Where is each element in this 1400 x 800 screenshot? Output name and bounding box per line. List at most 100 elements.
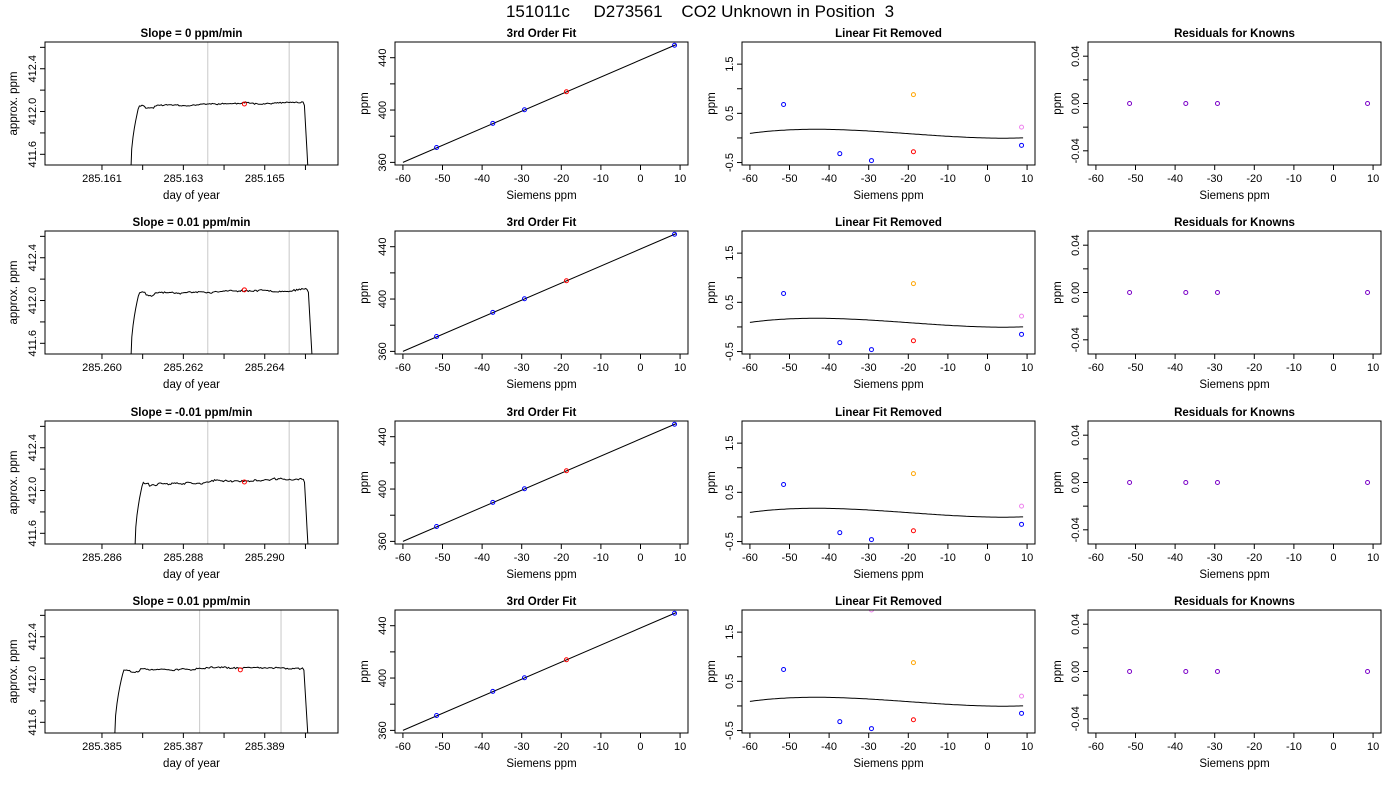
data-point (1365, 101, 1371, 106)
x-tick-label: 285.260 (82, 362, 122, 374)
y-tick-label: 412.4 (27, 55, 39, 83)
x-tick-label: -50 (1128, 362, 1144, 374)
panel-fit-2: 3rd Order Fit -60 -50 -40 -30 -20 -10 0 10 360 400… (359, 217, 689, 391)
y-tick-label: 1.5 (724, 56, 736, 71)
x-tick-label: -40 (474, 741, 490, 753)
x-tick-label: -50 (1128, 552, 1144, 564)
x-tick-label: -60 (1088, 362, 1104, 374)
x-tick-label: 285.286 (82, 552, 122, 564)
data-point (672, 421, 678, 427)
y-tick-label: 0.04 (1070, 613, 1082, 634)
x-tick-label: -30 (1207, 552, 1223, 564)
y-tick-label: 411.6 (27, 709, 39, 736)
x-tick-label: -40 (1167, 362, 1183, 374)
x-tick-label: 10 (1367, 173, 1379, 185)
data-point (1127, 480, 1133, 485)
data-point (837, 151, 843, 157)
data-point (1127, 101, 1133, 106)
x-tick-label: 285.389 (245, 741, 285, 753)
plot-frame (44, 41, 339, 166)
data-point (434, 712, 440, 718)
y-axis-label: ppm (706, 92, 718, 114)
x-tick-label: -30 (1207, 741, 1223, 753)
data-point (781, 667, 787, 673)
x-tick-label: -50 (782, 362, 798, 374)
y-tick-label: -0.5 (724, 721, 736, 740)
plot-area (114, 610, 309, 733)
data-point (1365, 669, 1371, 674)
x-tick-label: -40 (1167, 173, 1183, 185)
data-point (1019, 710, 1025, 716)
panel-trace-4: Slope = 0.01 ppm/min 285.385 285.387 285.38… (8, 596, 339, 770)
x-axis-label: Siemens ppm (506, 190, 576, 202)
unknown-marker (241, 479, 247, 485)
fit-curve (749, 507, 1024, 518)
x-tick-label: -30 (514, 173, 530, 185)
y-tick-label: 1.5 (724, 624, 736, 639)
x-tick-label: 0 (984, 552, 990, 564)
data-point (1019, 313, 1025, 319)
x-axis-label: Siemens ppm (1199, 758, 1269, 770)
x-axis-label: day of year (163, 758, 220, 770)
x-tick-label: -20 (553, 173, 569, 185)
x-tick-label: -20 (900, 173, 916, 185)
y-tick-label: 412.0 (27, 666, 39, 694)
data-point (1214, 669, 1220, 674)
data-point (563, 657, 569, 663)
x-axis-label: day of year (163, 190, 220, 202)
y-tick-label: 1.5 (724, 245, 736, 260)
plot-frame (44, 420, 339, 545)
y-axis-label: ppm (359, 281, 371, 303)
panel-trace-2: Slope = 0.01 ppm/min 285.260 285.262 285.26… (8, 217, 339, 391)
y-axis-label: ppm (1052, 92, 1064, 114)
x-tick-label: 10 (1021, 741, 1033, 753)
data-point (672, 231, 678, 237)
plot-frame (741, 230, 1036, 355)
y-tick-label: 0.00 (1070, 661, 1082, 682)
data-point (490, 120, 496, 126)
x-axis-label: Siemens ppm (1199, 569, 1269, 581)
x-tick-label: -10 (593, 741, 609, 753)
x-tick-label: -20 (900, 552, 916, 564)
data-point (910, 471, 916, 477)
data-point (1183, 290, 1189, 295)
y-tick-label: 411.6 (27, 141, 39, 168)
y-tick-label: 400 (377, 290, 389, 308)
x-tick-label: -50 (1128, 741, 1144, 753)
x-tick-label: 285.385 (82, 741, 122, 753)
y-axis-label: ppm (359, 92, 371, 114)
x-tick-label: -20 (553, 552, 569, 564)
plot-area (402, 231, 678, 352)
data-point (837, 530, 843, 536)
data-point (1019, 142, 1025, 148)
y-axis-label: approx. ppm (8, 72, 20, 136)
x-tick-label: 0 (637, 362, 643, 374)
data-point (910, 660, 916, 666)
x-tick-label: -60 (742, 741, 758, 753)
chart-title: Residuals for Knowns (1174, 407, 1295, 419)
y-tick-label: 1.5 (724, 435, 736, 450)
x-tick-label: -50 (782, 741, 798, 753)
plot-area (1127, 290, 1371, 295)
x-tick-label: -20 (1246, 741, 1262, 753)
y-tick-label: 0.5 (724, 485, 736, 500)
chart-title: Slope = -0.01 ppm/min (131, 407, 253, 419)
x-tick-label: -50 (1128, 173, 1144, 185)
y-tick-label: 0.5 (724, 674, 736, 689)
x-tick-label: -40 (474, 173, 490, 185)
chart-title: 3rd Order Fit (507, 217, 577, 229)
panel-resid-4: Residuals for Knowns -60 -50 -40 -30 -20 -10 0 1… (1052, 596, 1382, 770)
x-axis-label: Siemens ppm (853, 758, 923, 770)
plot-area (130, 42, 309, 165)
data-point (910, 281, 916, 287)
chart-title: Residuals for Knowns (1174, 28, 1295, 40)
x-tick-label: 10 (1367, 552, 1379, 564)
x-tick-label: 285.387 (163, 741, 203, 753)
plot-area (134, 421, 309, 544)
x-tick-label: 0 (1330, 552, 1336, 564)
x-tick-label: 10 (1367, 362, 1379, 374)
plot-frame (741, 420, 1036, 545)
data-point (1019, 124, 1025, 130)
plot-frame (44, 230, 339, 355)
y-tick-label: 440 (377, 238, 389, 256)
